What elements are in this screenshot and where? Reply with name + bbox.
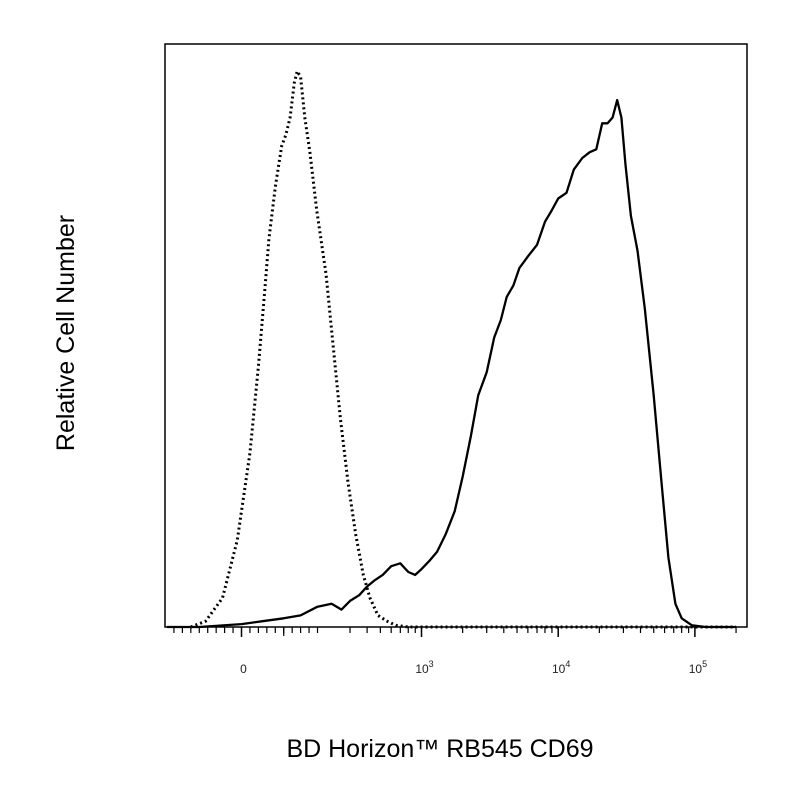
series-unstained-control-line — [190, 69, 737, 629]
y-axis-title: Relative Cell Number — [52, 215, 80, 451]
x-major-ticks — [240, 627, 696, 637]
x-axis-title: BD Horizon™ RB545 CD69 — [286, 735, 593, 763]
series-stained-line — [167, 98, 737, 629]
x-minor-ticks — [173, 627, 737, 636]
x-tick-label: 105 — [689, 659, 707, 676]
x-tick-labels: 0 103 104 105 — [240, 659, 707, 676]
x-tick-label: 103 — [415, 659, 433, 676]
x-tick-label: 104 — [552, 659, 570, 676]
x-tick-label: 0 — [240, 662, 247, 676]
plot-frame — [164, 43, 748, 628]
series-layer — [167, 69, 737, 629]
